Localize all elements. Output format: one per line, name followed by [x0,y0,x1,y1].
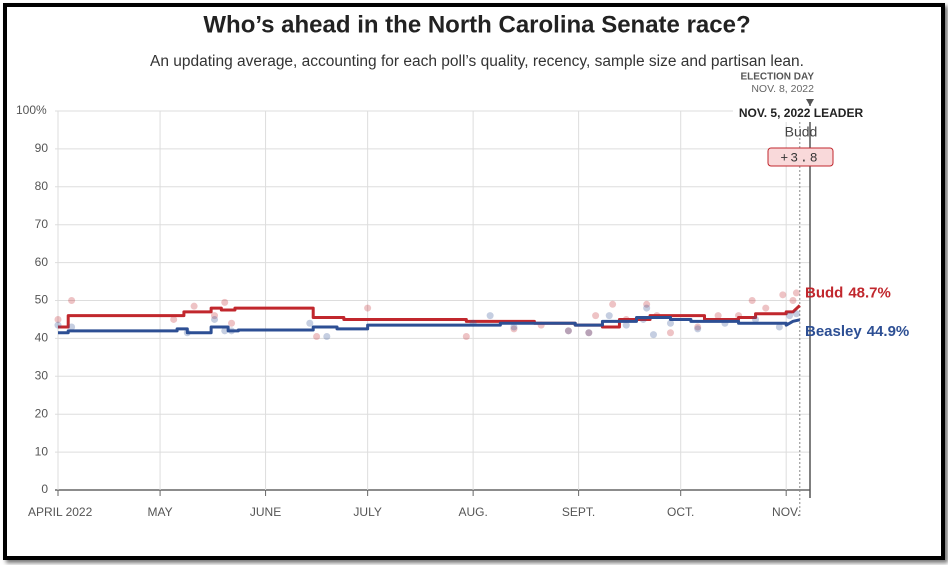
poll-dot [486,312,494,320]
trend-line [58,316,801,335]
poll-dot [643,300,651,308]
end-label: Budd 48.7% [805,284,891,301]
poll-dot [462,333,470,341]
chart-subtitle: An updating average, accounting for each… [150,53,804,70]
poll-dot [792,289,800,297]
poll-dot [190,302,198,310]
y-tick-label: 30 [35,368,49,382]
y-tick-label: 70 [35,217,49,231]
x-tick-label: MAY [148,505,173,519]
poll-dot [564,327,572,335]
election-day-date: NOV. 8, 2022 [751,83,814,95]
leader-name: Budd [785,124,818,140]
y-tick-label: 80 [35,179,49,193]
poll-dot [170,315,178,323]
poll-dot [592,312,600,320]
poll-dot [792,310,800,318]
poll-dot [666,329,674,337]
poll-dot [211,312,219,320]
poll-dot [748,297,756,304]
poll-dot [694,325,702,333]
poll-dot [789,297,797,304]
y-tick-label: 20 [35,406,49,420]
poll-dot [779,291,787,299]
poll-dot [211,315,219,323]
poll-dot [694,323,702,331]
y-tick-label: 90 [35,141,49,155]
y-tick-label: 60 [35,255,49,269]
leader-title: NOV. 5, 2022 LEADER [739,106,864,120]
poll-dot [54,321,62,329]
poll-dot [323,333,331,341]
poll-dot [68,323,76,331]
poll-dot [775,323,783,331]
poll-dot [714,312,722,320]
end-value: 48.7% [848,284,891,301]
poll-dot [752,315,760,323]
series-name: Budd [805,284,843,301]
poll-dot [762,304,770,312]
poll-dot [564,327,572,335]
poll-dot [666,319,674,327]
poll-dot [221,327,229,335]
poll-dot [605,312,613,320]
poll-dot [221,298,229,306]
poll-dot [622,321,630,329]
election-day-marker [806,99,814,106]
election-day-label: ELECTION DAY [740,72,814,83]
x-tick-label: NOV. [772,505,800,519]
series-name: Beasley [805,323,862,340]
poll-dot [585,329,593,337]
poll-dot [364,304,372,312]
end-value: 44.9% [867,323,910,340]
poll-dot [306,319,314,327]
x-tick-label: JULY [353,505,381,519]
x-tick-label: JUNE [250,505,281,519]
poll-dot [643,304,651,312]
x-tick-label: AUG. [458,505,487,519]
poll-dot [510,325,518,333]
leader-label-bg [733,106,867,122]
poll-dot [786,312,794,320]
y-tick-label: 50 [35,293,49,307]
poll-dot [585,329,593,337]
y-tick-label: 0 [41,482,48,496]
poll-dot [228,319,236,327]
end-label: Beasley 44.9% [805,323,909,340]
poll-dot [54,315,62,323]
x-tick-label: SEPT. [562,505,595,519]
y-tick-label: 40 [35,331,49,345]
y-tick-label: 100% [16,103,47,117]
leader-margin-box [767,147,834,167]
leader-margin: +3.8 [780,150,819,165]
x-tick-label: OCT. [667,505,694,519]
y-tick-label: 10 [35,444,49,458]
poll-dot [510,323,518,331]
x-tick-label: APRIL 2022 [28,505,93,519]
poll-dot [68,297,76,304]
poll-dot [609,300,617,308]
poll-dot [313,333,321,341]
chart-title: Who’s ahead in the North Carolina Senate… [203,11,750,38]
poll-dot [649,331,657,339]
